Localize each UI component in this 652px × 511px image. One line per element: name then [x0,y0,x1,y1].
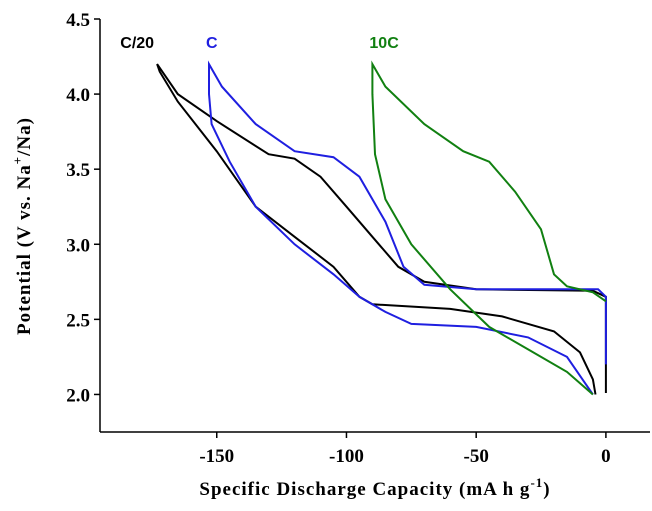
y-tick-label: 2.5 [66,310,90,331]
y-title-part: Potential (V vs. Na [14,164,35,335]
series-label: C/20 [120,35,154,52]
y-title-part: /Na) [14,117,35,157]
y-title-sup: + [10,156,25,164]
series-line [156,63,607,395]
x-title-part: Specific Discharge Capacity (mA h g [199,479,530,500]
y-tick-label: 4.0 [66,85,90,106]
y-tick-label: 2.0 [66,385,90,406]
series-label: C [206,35,218,52]
y-tick-label: 3.0 [66,235,90,256]
x-tick-label: -100 [329,446,364,467]
x-tick-label: -50 [464,446,489,467]
series-line [371,60,607,396]
y-tick-label: 3.5 [66,160,90,181]
x-title-sup: -1 [530,475,543,490]
series-line [208,60,607,396]
x-tick-label: -150 [199,446,234,467]
y-tick-label: 4.5 [66,10,90,31]
series-label: 10C [369,35,399,52]
x-tick-label: 0 [601,446,611,467]
y-axis-title: Potential (V vs. Na+/Na) [10,117,35,335]
x-axis-title: Specific Discharge Capacity (mA h g-1) [199,475,550,500]
x-title-part: ) [543,479,550,500]
